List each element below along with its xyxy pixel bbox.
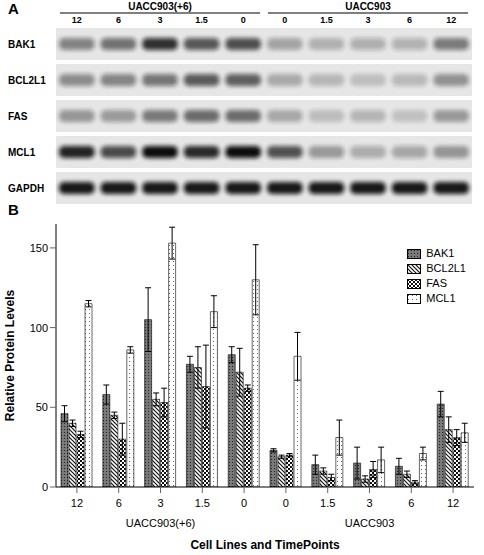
svg-text:1.5: 1.5 [195, 497, 210, 509]
html-text:BAK1: BAK1 [426, 247, 455, 259]
svg-text:1.5: 1.5 [195, 15, 208, 25]
svg-text:1.5: 1.5 [320, 15, 333, 25]
svg-text:3: 3 [157, 497, 163, 509]
svg-text:3: 3 [366, 497, 372, 509]
svg-text:1.5: 1.5 [320, 497, 335, 509]
html-text:BCL2L1: BCL2L1 [426, 262, 466, 274]
svg-text:0: 0 [241, 497, 247, 509]
svg-text:150: 150 [30, 242, 48, 254]
svg-text:UACC903(+6): UACC903(+6) [128, 1, 192, 12]
svg-text:6: 6 [116, 15, 121, 25]
svg-text:BCL2L1: BCL2L1 [8, 75, 46, 86]
svg-text:6: 6 [408, 497, 414, 509]
svg-text:0: 0 [42, 481, 48, 493]
svg-text:0: 0 [282, 15, 287, 25]
svg-text:12: 12 [447, 497, 459, 509]
svg-text:3: 3 [365, 15, 370, 25]
html-text:MCL1: MCL1 [426, 292, 456, 304]
svg-text:6: 6 [407, 15, 412, 25]
svg-text:BAK1: BAK1 [8, 39, 36, 50]
svg-text:12: 12 [72, 15, 82, 25]
html-text:FAS: FAS [426, 277, 447, 289]
svg-text:0: 0 [283, 497, 289, 509]
svg-text:A: A [8, 0, 19, 17]
svg-text:GAPDH: GAPDH [8, 183, 44, 194]
svg-text:UACC903: UACC903 [345, 1, 391, 12]
svg-text:12: 12 [446, 15, 456, 25]
svg-text:UACC903(+6): UACC903(+6) [126, 517, 195, 529]
svg-text:Cell Lines and TimePoints: Cell Lines and TimePoints [190, 538, 339, 552]
svg-text:B: B [8, 201, 19, 218]
svg-text:FAS: FAS [8, 111, 28, 122]
svg-text:50: 50 [36, 401, 48, 413]
svg-text:0: 0 [241, 15, 246, 25]
svg-text:3: 3 [157, 15, 162, 25]
svg-text:MCL1: MCL1 [8, 147, 36, 158]
svg-text:100: 100 [30, 322, 48, 334]
svg-text:12: 12 [71, 497, 83, 509]
svg-text:UACC903: UACC903 [345, 517, 395, 529]
svg-text:Relative Protein Levels: Relative Protein Levels [8, 289, 17, 421]
svg-text:6: 6 [116, 497, 122, 509]
